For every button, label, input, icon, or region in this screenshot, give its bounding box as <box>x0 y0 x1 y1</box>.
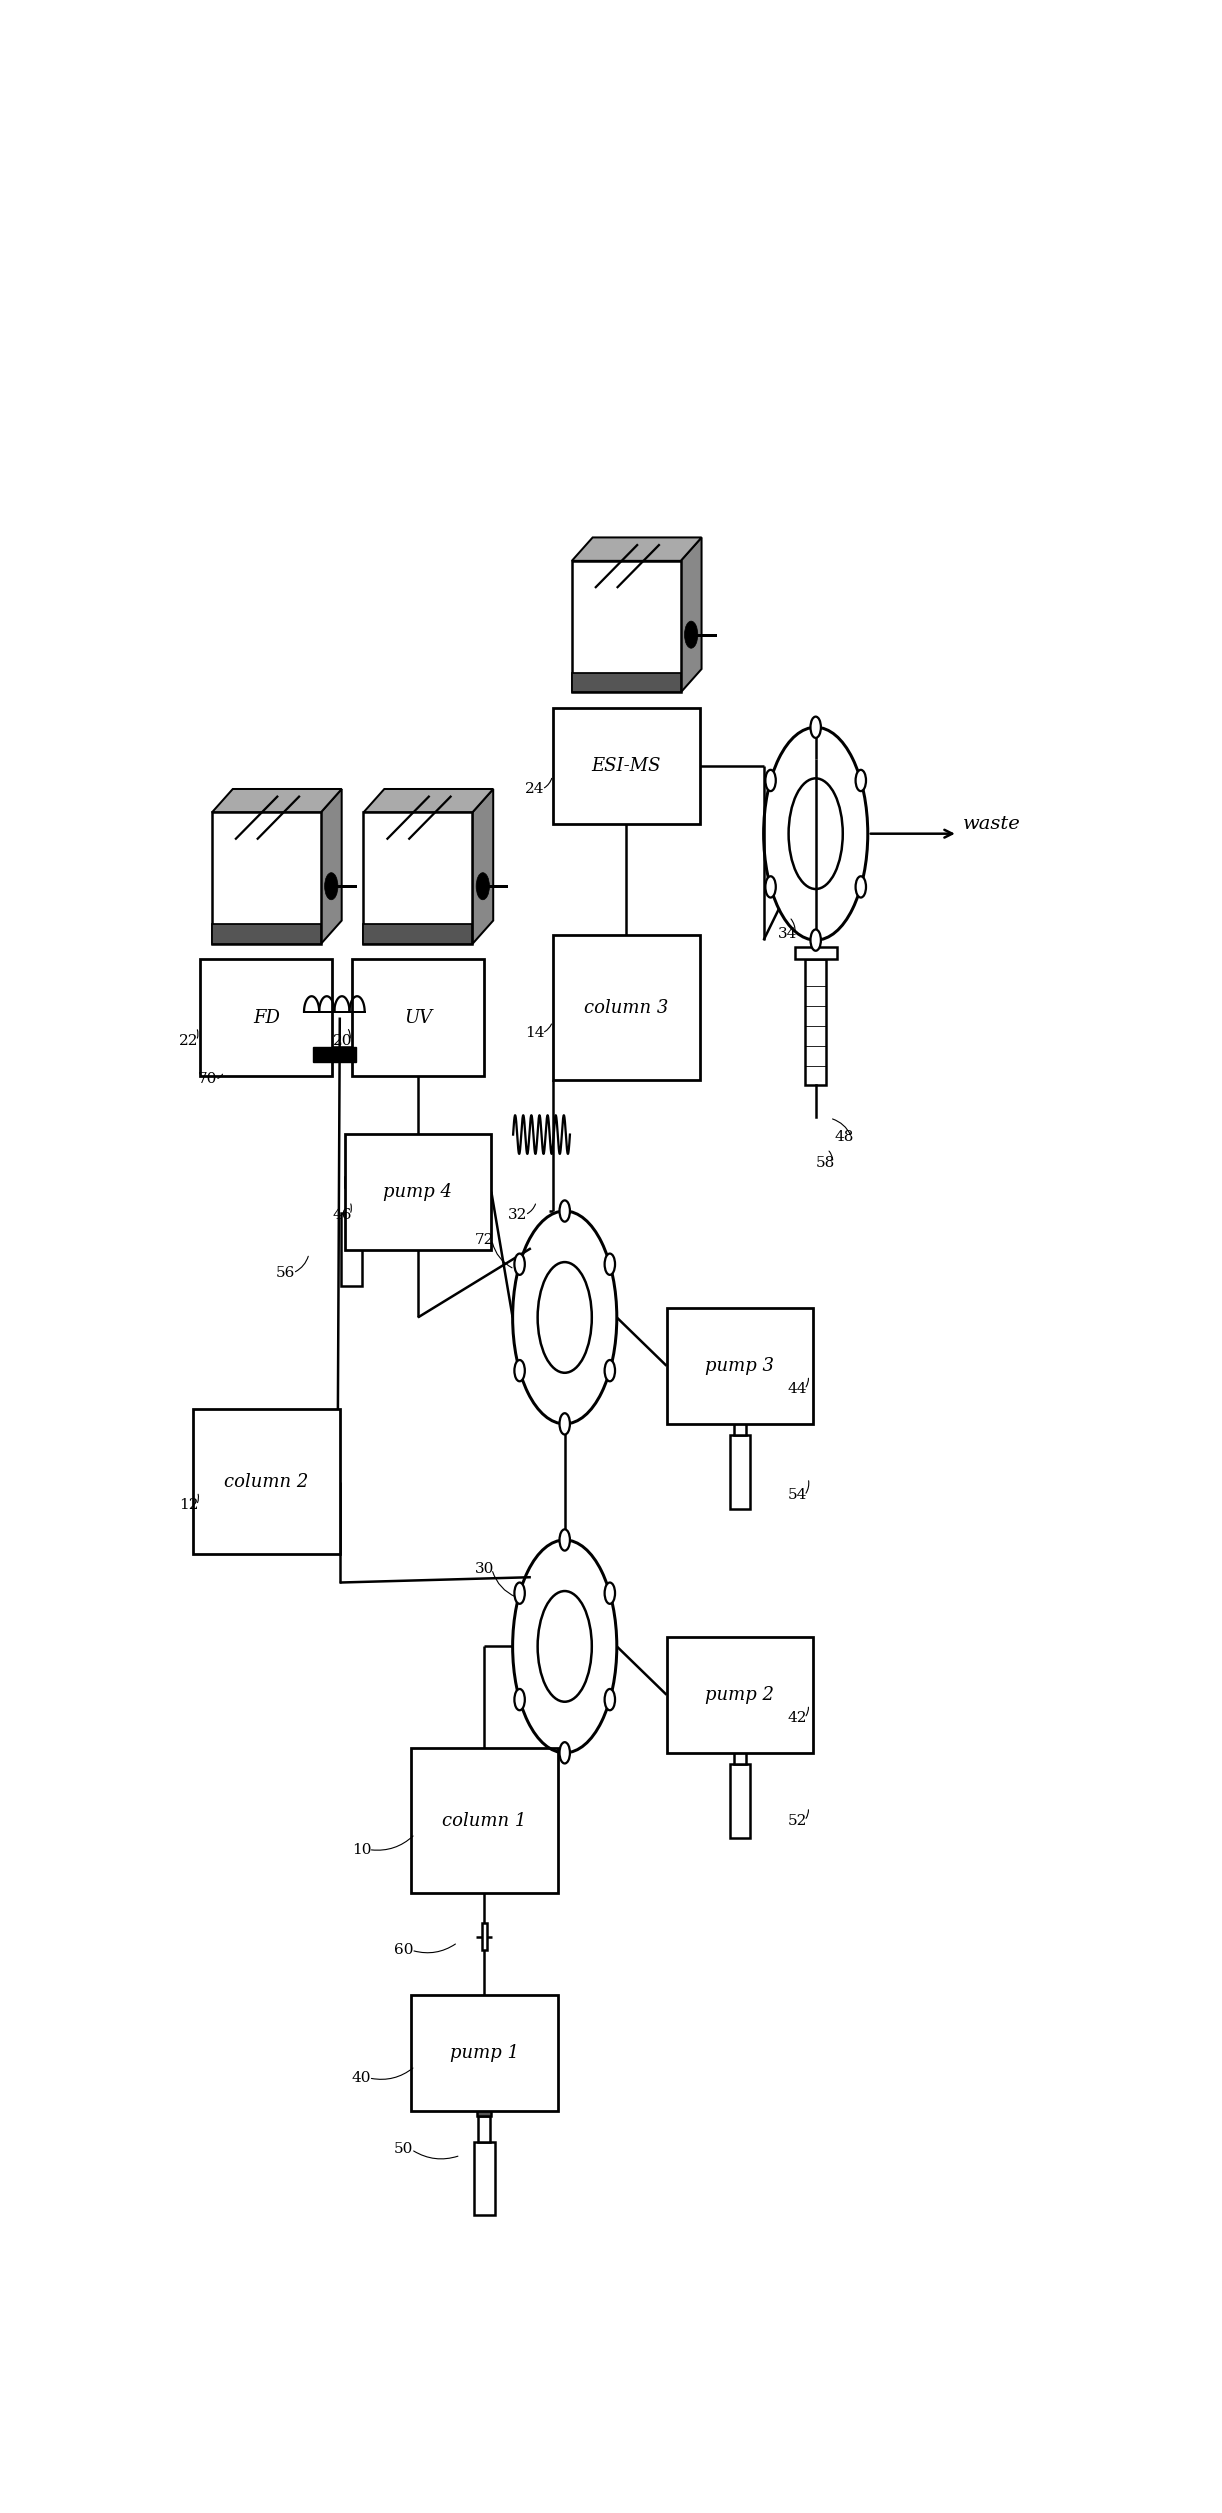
Text: 52: 52 <box>787 1814 807 1827</box>
Bar <box>411 1749 557 1892</box>
Bar <box>346 1186 357 1214</box>
Bar <box>666 1307 814 1425</box>
Text: column 1: column 1 <box>442 1812 527 1829</box>
Text: pump 1: pump 1 <box>450 2043 518 2061</box>
Text: column 2: column 2 <box>224 1473 309 1490</box>
Bar <box>200 960 332 1076</box>
Bar <box>733 1729 747 1739</box>
Circle shape <box>514 1360 524 1382</box>
Polygon shape <box>313 1045 356 1063</box>
Text: 44: 44 <box>787 1382 807 1397</box>
Bar <box>479 2116 490 2141</box>
Circle shape <box>605 1583 615 1603</box>
Text: 32: 32 <box>508 1209 527 1221</box>
Text: 14: 14 <box>525 1025 545 1040</box>
Text: 54: 54 <box>787 1488 807 1503</box>
Polygon shape <box>572 673 681 694</box>
Circle shape <box>765 769 776 792</box>
Text: 46: 46 <box>332 1209 352 1221</box>
Circle shape <box>477 872 490 900</box>
Text: 50: 50 <box>395 2144 413 2156</box>
Bar <box>730 1764 750 1837</box>
Polygon shape <box>473 789 494 945</box>
Text: pump 4: pump 4 <box>384 1184 452 1201</box>
Text: 12: 12 <box>180 1498 199 1513</box>
Bar <box>730 1435 750 1508</box>
Text: 20: 20 <box>332 1033 352 1048</box>
Polygon shape <box>572 560 681 694</box>
Bar <box>552 709 700 824</box>
Circle shape <box>560 1530 569 1551</box>
Circle shape <box>810 930 821 950</box>
Text: 58: 58 <box>816 1156 835 1169</box>
Bar <box>352 960 484 1076</box>
Polygon shape <box>681 538 701 694</box>
Bar <box>474 2141 495 2216</box>
Text: 30: 30 <box>474 1563 494 1576</box>
Text: waste: waste <box>963 814 1020 832</box>
Text: 40: 40 <box>352 2071 371 2086</box>
Bar <box>193 1410 340 1556</box>
Bar <box>411 1995 557 2111</box>
Text: 60: 60 <box>395 1943 414 1958</box>
Text: FD: FD <box>253 1008 280 1025</box>
Circle shape <box>605 1689 615 1711</box>
Text: UV: UV <box>403 1008 433 1025</box>
Text: 42: 42 <box>787 1711 807 1724</box>
Circle shape <box>810 716 821 739</box>
Bar <box>794 947 837 960</box>
Text: 56: 56 <box>276 1267 296 1279</box>
Bar <box>481 1922 486 1950</box>
Bar <box>345 1176 358 1186</box>
Polygon shape <box>211 925 321 945</box>
Circle shape <box>325 872 338 900</box>
Circle shape <box>514 1254 524 1274</box>
Circle shape <box>560 1412 569 1435</box>
Bar <box>478 2106 491 2116</box>
Circle shape <box>605 1360 615 1382</box>
Text: 72: 72 <box>474 1234 494 1246</box>
Polygon shape <box>363 789 494 812</box>
Bar <box>733 1400 747 1410</box>
Circle shape <box>855 877 866 897</box>
Text: 22: 22 <box>180 1033 199 1048</box>
Polygon shape <box>211 789 342 812</box>
Text: 34: 34 <box>778 927 797 942</box>
Bar <box>345 1133 491 1249</box>
Polygon shape <box>211 812 321 945</box>
Text: 48: 48 <box>835 1131 854 1143</box>
Polygon shape <box>572 538 701 560</box>
Bar <box>552 935 700 1081</box>
Text: ESI-MS: ESI-MS <box>591 756 661 774</box>
Polygon shape <box>363 925 473 945</box>
Bar <box>805 960 826 1086</box>
Bar <box>734 1410 745 1435</box>
Text: pump 3: pump 3 <box>705 1357 775 1375</box>
Circle shape <box>560 1742 569 1764</box>
Text: 10: 10 <box>352 1842 371 1857</box>
Text: column 3: column 3 <box>584 998 668 1018</box>
Circle shape <box>605 1254 615 1274</box>
Circle shape <box>560 1201 569 1221</box>
Polygon shape <box>363 812 473 945</box>
Bar <box>734 1739 745 1764</box>
Text: 24: 24 <box>525 782 545 797</box>
Bar <box>341 1214 362 1287</box>
Circle shape <box>514 1689 524 1711</box>
Circle shape <box>514 1583 524 1603</box>
Circle shape <box>855 769 866 792</box>
Text: 70: 70 <box>198 1073 218 1086</box>
Text: pump 2: pump 2 <box>705 1686 775 1704</box>
Bar <box>666 1636 814 1754</box>
Circle shape <box>684 621 698 648</box>
Polygon shape <box>321 789 342 945</box>
Circle shape <box>765 877 776 897</box>
